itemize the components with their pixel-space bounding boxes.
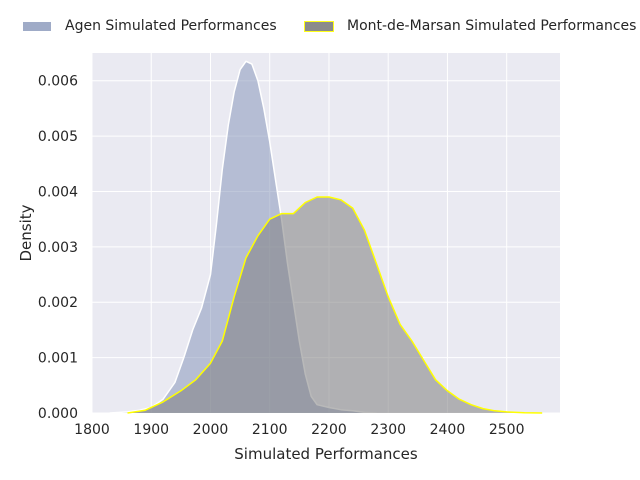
x-tick-label: 2000 (193, 422, 229, 438)
legend-swatch-agen (22, 20, 52, 32)
density-curve-1 (127, 196, 543, 414)
density-areas (109, 60, 543, 414)
legend-swatch-mont-de-marsan (304, 20, 334, 32)
y-tick-label: 0.003 (38, 240, 78, 256)
x-tick-label: 2500 (489, 422, 525, 438)
legend: Agen Simulated Performances Mont-de-Mars… (0, 18, 640, 44)
legend-label-agen: Agen Simulated Performances (65, 18, 277, 34)
y-tick-label: 0.006 (38, 74, 78, 90)
y-tick-label: 0.002 (38, 295, 78, 311)
x-axis-label: Simulated Performances (234, 445, 418, 463)
x-tick-label: 2400 (430, 422, 466, 438)
x-tick-label: 2200 (311, 422, 347, 438)
y-tick-label: 0.000 (38, 406, 78, 422)
legend-label-mont-de-marsan: Mont-de-Marsan Simulated Performances (347, 18, 637, 34)
legend-item-agen[interactable]: Agen Simulated Performances (22, 18, 277, 34)
x-tick-label: 2100 (252, 422, 288, 438)
y-axis-label: Density (17, 204, 35, 261)
legend-item-mont-de-marsan[interactable]: Mont-de-Marsan Simulated Performances (304, 18, 636, 34)
x-tick-labels: 1800 1900 2000 2100 2200 2300 2400 2500 (74, 422, 524, 438)
density-area-1 (127, 197, 543, 413)
y-tick-label: 0.004 (38, 184, 78, 200)
y-tick-labels: 0.000 0.001 0.002 0.003 0.004 0.005 0.006 (38, 74, 78, 422)
y-tick-label: 0.001 (38, 351, 78, 367)
x-tick-label: 2300 (370, 422, 406, 438)
x-tick-label: 1800 (74, 422, 110, 438)
y-tick-label: 0.005 (38, 129, 78, 145)
x-tick-label: 1900 (133, 422, 169, 438)
density-area-0 (109, 61, 377, 414)
